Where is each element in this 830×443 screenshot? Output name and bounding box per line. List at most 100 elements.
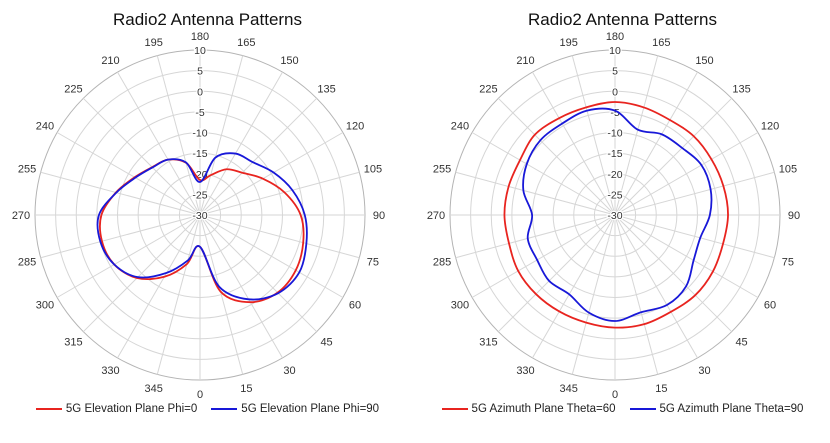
angle-tick-label: 120 [346,121,364,133]
angle-tick-label: 45 [735,337,747,349]
radial-tick-label: -25 [607,189,622,201]
radial-tick-label: -30 [607,210,622,222]
legend-item-theta90: 5G Azimuth Plane Theta=90 [629,403,803,415]
grid-spoke [455,214,616,259]
grid-spoke [40,214,201,259]
angle-tick-label: 225 [64,83,82,95]
radial-tick-label: -10 [192,128,207,140]
grid-spoke [156,55,201,216]
angle-tick-label: 105 [779,164,797,176]
angle-tick-label: 30 [698,365,710,377]
radial-tick-label: -5 [610,107,619,119]
grid-spoke [199,55,244,216]
angle-tick-label: 0 [197,389,203,401]
angle-tick-label: 60 [764,300,776,312]
angle-tick-label: 210 [101,55,119,67]
angle-tick-label: 240 [36,121,54,133]
polar-plot: 1050-5-10-15-20-25-301801651501351201059… [12,31,385,401]
chart-title: Radio2 Antenna Patterns [527,10,718,29]
grid-spoke [199,171,360,216]
grid-spoke [199,214,344,298]
angle-tick-label: 345 [144,383,162,395]
legend-item-theta60: 5G Azimuth Plane Theta=60 [441,403,616,415]
angle-tick-label: 270 [427,210,445,222]
angle-tick-label: 330 [101,365,119,377]
grid-spoke [56,132,201,216]
grid-spoke [532,71,616,216]
angle-tick-label: 165 [237,37,255,49]
legend-item-phi90: 5G Elevation Plane Phi=90 [211,403,379,415]
angle-tick-label: 285 [433,256,451,268]
chart-panel-right: Radio2 Antenna Patterns 10 5 0 -5 -10 -15 -20-… [415,0,830,443]
angle-tick-label: 195 [144,37,162,49]
angle-tick-label: 255 [18,164,36,176]
radial-tick-label: 10 [194,45,206,57]
radial-tick-label: 5 [197,66,203,78]
grid-spoke [471,214,616,298]
grid-spoke [82,97,201,216]
angle-tick-label: 60 [349,300,361,312]
grid-spoke [471,132,616,216]
radial-tick-label: 5 [612,66,618,78]
radial-tick-label: -15 [192,148,207,160]
grid-spoke [156,214,201,375]
grid-spoke [614,171,775,216]
grid-spoke [199,214,360,259]
angle-tick-label: 225 [479,83,497,95]
angle-tick-label: 45 [320,337,332,349]
grid-spoke [614,55,659,216]
angle-tick-label: 300 [451,300,469,312]
radial-tick-label: -10 [607,128,622,140]
grid-spoke [614,71,698,216]
grid-spoke [571,214,616,375]
grid-spoke [497,97,616,216]
angle-tick-label: 15 [655,383,667,395]
angle-tick-label: 30 [283,365,295,377]
legend-label-theta60: 5G Azimuth Plane Theta=60 [471,403,616,415]
angle-tick-label: 270 [12,210,30,222]
radial-tick-label: -30 [192,210,207,222]
chart-title: Radio2 Antenna Patterns [112,10,303,29]
angle-tick-label: 210 [516,55,534,67]
series-line-0 [503,101,729,329]
center-dot [613,213,617,217]
series-line-1 [522,107,713,322]
grid-spoke [614,214,698,359]
polar-plot: 1050-5-10-15-20-25-301801651501351201059… [427,31,800,401]
radial-tick-label: -5 [195,107,204,119]
grid-spoke [40,171,201,216]
grid-spoke [199,214,283,359]
grid-spoke [571,55,616,216]
angle-tick-label: 195 [559,37,577,49]
angle-tick-label: 0 [612,389,618,401]
angle-tick-label: 240 [451,121,469,133]
grid-spoke [532,214,616,359]
angle-tick-label: 15 [240,383,252,395]
angle-tick-label: 75 [782,256,794,268]
angle-tick-label: 345 [559,383,577,395]
grid-spoke [614,97,733,216]
grid-spoke [455,171,616,216]
angle-tick-label: 150 [695,55,713,67]
chart-legend: 5G Azimuth Plane Theta=60 5G Azimuth Pla… [415,403,830,415]
angle-tick-label: 300 [36,300,54,312]
grid-spoke [614,214,659,375]
angle-tick-label: 255 [433,164,451,176]
grid-spoke [614,214,775,259]
grid-spoke [82,214,201,333]
angle-tick-label: 105 [364,164,382,176]
legend-label-phi0: 5G Elevation Plane Phi=0 [65,403,198,415]
grid-spoke [497,214,616,333]
grid-spoke [199,132,344,216]
angle-tick-label: 75 [367,256,379,268]
grid-spoke [614,132,759,216]
center-dot [198,213,202,217]
grid-spoke [117,214,201,359]
angle-tick-label: 285 [18,256,36,268]
legend-swatch-theta60 [441,408,468,410]
chart-panel-left: Radio2 Antenna Patterns 10 5 0 -5 -10 -15 -20-… [12,10,385,415]
grid-spoke [199,71,283,216]
radial-tick-label: 0 [612,86,618,98]
radial-tick-label: 0 [197,86,203,98]
angle-tick-label: 180 [191,31,209,43]
